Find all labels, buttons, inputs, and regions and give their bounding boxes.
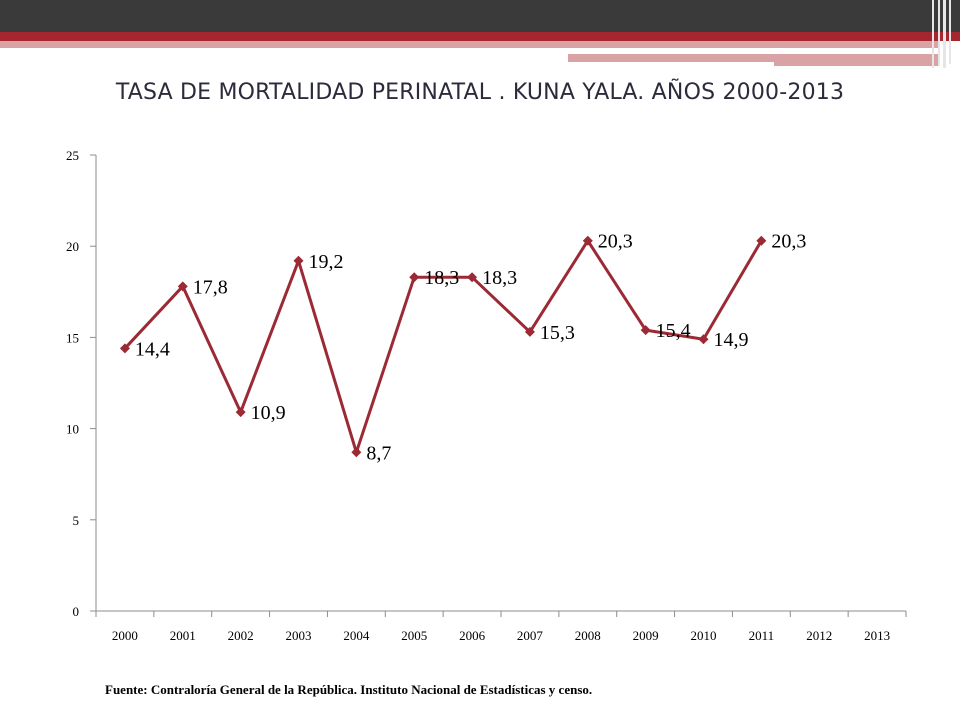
data-point: [119, 343, 130, 354]
data-point: [293, 255, 304, 266]
x-tick-label: 2003: [286, 628, 312, 643]
header-dark-bar: [0, 0, 960, 32]
y-tick-label: 5: [73, 513, 80, 528]
data-label: 17,8: [193, 276, 228, 298]
data-point: [756, 235, 767, 246]
data-label: 19,2: [309, 251, 344, 273]
data-point: [640, 325, 651, 336]
x-tick-label: 2008: [575, 628, 601, 643]
data-point: [582, 235, 593, 246]
header-pink-band-lower: [568, 54, 940, 62]
x-tick-label: 2010: [691, 628, 717, 643]
source-note: Fuente: Contraloría General de la Repúbl…: [105, 682, 593, 697]
y-tick-label: 15: [66, 330, 79, 345]
x-tick-label: 2007: [517, 628, 544, 643]
header-red-band: [0, 32, 960, 41]
header-white-line: [568, 50, 888, 52]
header-pink-band-tail: [774, 62, 940, 66]
data-label: 20,3: [598, 231, 633, 253]
data-point: [467, 272, 478, 283]
header-pink-band: [0, 41, 568, 48]
y-tick-label: 25: [66, 148, 79, 163]
header-corner-lines: [928, 0, 960, 70]
data-point: [524, 326, 535, 337]
data-label: 14,9: [714, 329, 749, 351]
x-tick-label: 2012: [806, 628, 832, 643]
data-point: [698, 334, 709, 345]
data-label: 20,3: [771, 231, 806, 253]
data-point: [177, 281, 188, 292]
data-point: [409, 272, 420, 283]
x-tick-label: 2001: [170, 628, 196, 643]
x-tick-label: 2004: [343, 628, 370, 643]
y-tick-label: 20: [66, 239, 79, 254]
chart-title: TASA DE MORTALIDAD PERINATAL . KUNA YALA…: [115, 80, 845, 105]
header-pink-band-right: [568, 41, 940, 48]
data-label: 15,4: [656, 320, 691, 342]
x-tick-label: 2000: [112, 628, 138, 643]
x-tick-label: 2006: [459, 628, 486, 643]
x-tick-label: 2009: [633, 628, 659, 643]
series-line: [123, 239, 763, 454]
data-point: [235, 407, 246, 418]
data-label: 14,4: [135, 338, 170, 360]
x-tick-label: 2013: [864, 628, 890, 643]
data-label: 18,3: [482, 267, 517, 289]
data-label: 18,3: [424, 267, 459, 289]
data-label: 15,3: [540, 322, 575, 344]
x-tick-label: 2002: [228, 628, 254, 643]
data-label: 10,9: [251, 402, 286, 424]
x-tick-label: 2005: [401, 628, 427, 643]
y-tick-label: 0: [73, 604, 80, 619]
data-label: 8,7: [366, 442, 391, 464]
y-tick-label: 10: [66, 422, 79, 437]
x-tick-label: 2011: [749, 628, 775, 643]
data-point: [351, 447, 362, 458]
